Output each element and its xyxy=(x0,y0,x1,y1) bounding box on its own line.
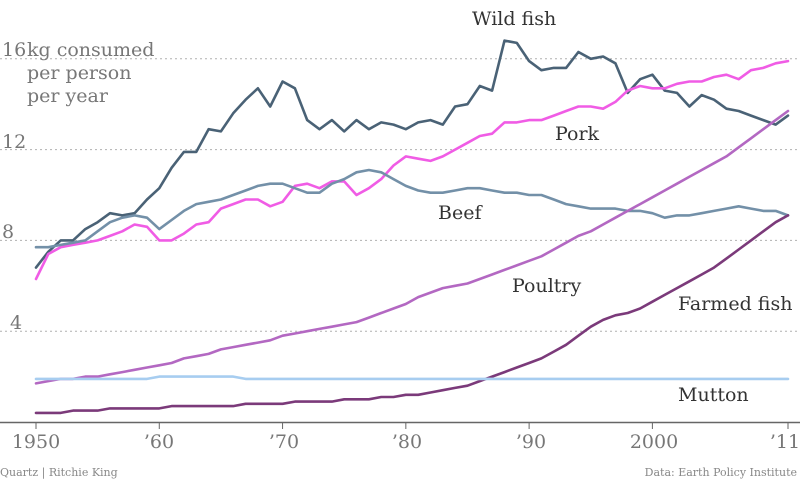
x-tick-label-1950: 1950 xyxy=(12,431,60,453)
series-line-poultry xyxy=(34,109,790,385)
y-unit-line-3: per year xyxy=(27,85,109,107)
x-tick-label-2000: 2000 xyxy=(630,431,678,453)
x-tick-label-1960: ’60 xyxy=(144,431,174,453)
y-axis-labels: 16 12 8 4 xyxy=(2,39,26,334)
y-tick-label-8: 8 xyxy=(2,221,14,243)
series-line-mutton xyxy=(34,375,790,381)
series-line-farmed-fish xyxy=(34,214,790,415)
x-tick-label-1990: ’90 xyxy=(516,431,546,453)
series-label-poultry: Poultry xyxy=(512,275,581,297)
series-line-beef xyxy=(34,168,790,249)
x-tick-label-2011: ’11 xyxy=(770,431,800,453)
x-tick-label-1970: ’70 xyxy=(269,431,299,453)
y-axis-unit: kg consumed per person per year xyxy=(27,39,154,107)
series-label-beef: Beef xyxy=(438,202,483,224)
y-unit-line-1: kg consumed xyxy=(27,39,154,61)
series-label-farmed-fish: Farmed fish xyxy=(678,293,792,315)
series-line-wild-fish xyxy=(34,39,790,269)
series-labels: Wild fish Pork Beef Poultry Farmed fish … xyxy=(438,8,792,406)
gridlines xyxy=(0,58,800,332)
series-label-pork: Pork xyxy=(555,123,600,145)
series-label-wild-fish: Wild fish xyxy=(472,8,556,30)
credit-source: Data: Earth Policy Institute xyxy=(645,466,797,479)
credit-author: Quartz | Ritchie King xyxy=(0,466,118,480)
y-tick-label-16: 16 xyxy=(2,39,26,61)
y-unit-line-2: per person xyxy=(27,62,131,84)
x-axis-labels: 1950 ’60 ’70 ’80 ’90 2000 ’11 xyxy=(12,431,800,453)
y-tick-label-12: 12 xyxy=(2,131,26,153)
series-lines xyxy=(34,39,790,415)
y-tick-label-4: 4 xyxy=(10,312,22,334)
x-axis xyxy=(0,421,800,429)
series-line-pork xyxy=(34,59,790,281)
x-tick-label-1980: ’80 xyxy=(392,431,422,453)
series-label-mutton: Mutton xyxy=(678,384,749,406)
